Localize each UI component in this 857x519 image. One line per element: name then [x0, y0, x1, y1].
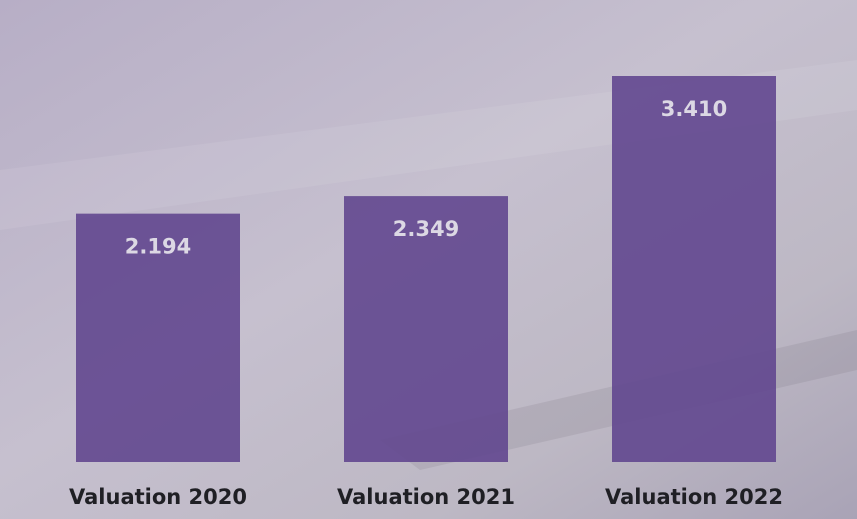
value-label: 3.410 [661, 97, 727, 121]
bar [76, 213, 240, 462]
value-label: 2.349 [393, 217, 459, 241]
bar [344, 196, 508, 462]
x-tick-label: Valuation 2020 [69, 485, 247, 509]
x-tick-label: Valuation 2022 [605, 485, 783, 509]
bar [612, 76, 776, 462]
x-tick-label: Valuation 2021 [337, 485, 515, 509]
value-label: 2.194 [125, 235, 191, 259]
